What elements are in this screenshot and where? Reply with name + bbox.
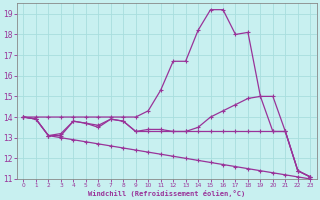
X-axis label: Windchill (Refroidissement éolien,°C): Windchill (Refroidissement éolien,°C) <box>88 190 245 197</box>
